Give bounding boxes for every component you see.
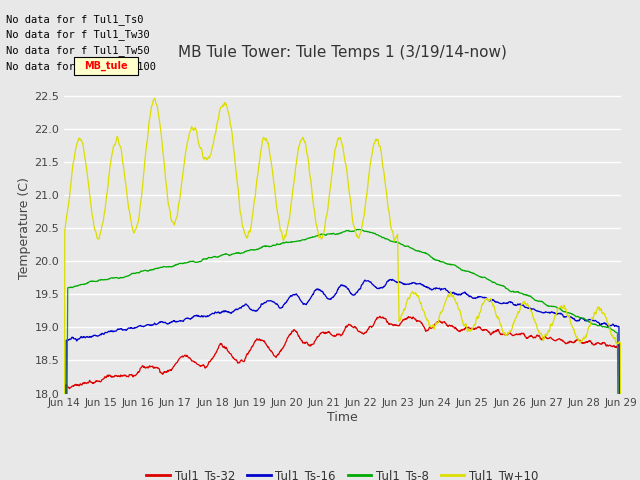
Y-axis label: Temperature (C): Temperature (C) <box>19 177 31 279</box>
Text: No data for f Tul1_Tw30: No data for f Tul1_Tw30 <box>6 29 150 40</box>
X-axis label: Time: Time <box>327 411 358 424</box>
Text: No data for f Tul1_Tw50: No data for f Tul1_Tw50 <box>6 45 150 56</box>
Legend: Tul1_Ts-32, Tul1_Ts-16, Tul1_Ts-8, Tul1_Tw+10: Tul1_Ts-32, Tul1_Ts-16, Tul1_Ts-8, Tul1_… <box>141 465 543 480</box>
Text: No data for f Tul1_Ts0: No data for f Tul1_Ts0 <box>6 13 144 24</box>
Title: MB Tule Tower: Tule Temps 1 (3/19/14-now): MB Tule Tower: Tule Temps 1 (3/19/14-now… <box>178 45 507 60</box>
Text: No data for f Tul1_Tw100: No data for f Tul1_Tw100 <box>6 61 156 72</box>
Text: MB_tule: MB_tule <box>84 61 127 72</box>
